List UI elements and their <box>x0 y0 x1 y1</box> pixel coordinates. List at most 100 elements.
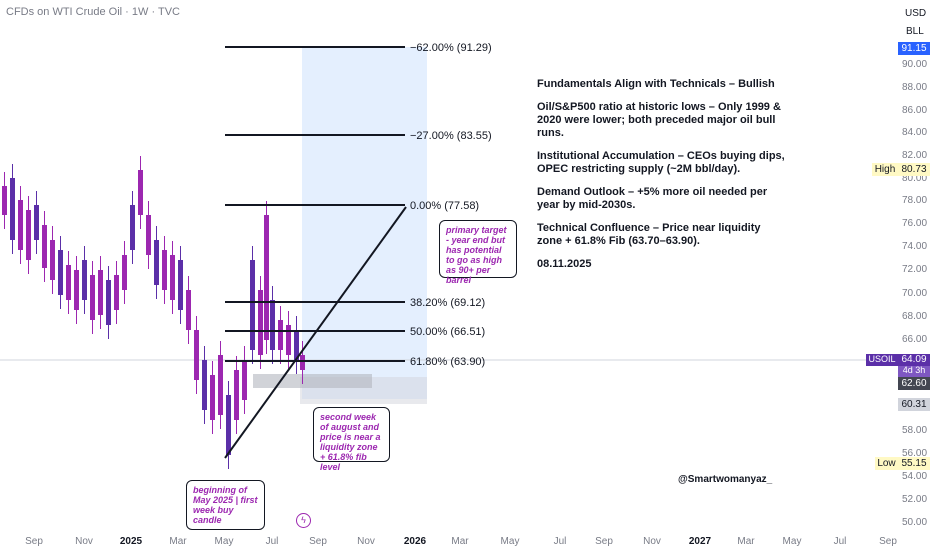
price-axis[interactable]: 90.00 88.00 86.00 84.00 82.00 80.00 78.00 76.00… <box>866 8 930 528</box>
candle-body <box>114 275 119 310</box>
candle-body <box>234 370 239 420</box>
price-tag-6260: 62.60 <box>901 378 926 389</box>
candle-body <box>154 240 159 285</box>
time-tick: Sep <box>595 536 613 547</box>
price-tick: 50.00 <box>902 517 927 528</box>
high-label: High <box>875 164 896 175</box>
symbol-price-bg <box>898 354 930 366</box>
candle-body <box>278 320 283 350</box>
fib-label: −62.00% (91.29) <box>410 42 492 54</box>
low-value: 55.15 <box>901 458 926 469</box>
fib-label: 61.80% (63.90) <box>410 356 485 368</box>
notes-ratio: Oil/S&P500 ratio at historic lows – Only… <box>537 101 781 139</box>
time-tick: 2027 <box>689 536 712 547</box>
liquidity-zone <box>253 374 372 388</box>
price-tick: 70.00 <box>902 288 927 299</box>
time-tick: Jul <box>266 536 279 547</box>
candle-body <box>258 290 263 355</box>
candle-body <box>42 225 47 268</box>
price-tick: 84.00 <box>902 127 927 138</box>
price-tick: 54.00 <box>902 471 927 482</box>
author-signature: @Smartwomanyaz_ <box>678 474 773 485</box>
symbol-tag-bg <box>866 354 898 366</box>
candle-body <box>98 270 103 315</box>
time-tick: Sep <box>25 536 43 547</box>
analysis-notes: Fundamentals Align with Technicals – Bul… <box>537 78 787 281</box>
time-tick: Jul <box>834 536 847 547</box>
notes-technical: Technical Confluence – Price near liquid… <box>537 222 761 247</box>
candle-body <box>270 300 275 350</box>
flame-icon[interactable]: ϟ <box>296 513 311 528</box>
symbol-tag: USOIL <box>868 354 895 364</box>
price-tick: 86.00 <box>902 105 927 116</box>
price-tick: 56.00 <box>902 448 927 459</box>
time-tick: Jul <box>554 536 567 547</box>
price-tag-top: 91.15 <box>901 43 926 54</box>
time-tick: May <box>501 536 520 547</box>
price-tick: 72.00 <box>902 264 927 275</box>
time-tick: Nov <box>643 536 661 547</box>
candle-body <box>50 240 55 280</box>
candle-body <box>264 215 269 340</box>
candle-body <box>122 255 127 290</box>
time-tick: Sep <box>879 536 897 547</box>
candle-body <box>170 255 175 300</box>
price-tick: 68.00 <box>902 311 927 322</box>
candle-body <box>186 290 191 330</box>
price-tag-6031-bg <box>898 398 930 411</box>
candle-body <box>286 325 291 355</box>
price-tick: 58.00 <box>902 425 927 436</box>
time-tick: May <box>783 536 802 547</box>
low-label-bg <box>875 457 898 470</box>
price-tick: 80.00 <box>902 173 927 184</box>
time-tick: Mar <box>169 536 187 547</box>
time-tick: Nov <box>357 536 375 547</box>
candle-body <box>146 215 151 255</box>
candle-body <box>194 330 199 380</box>
candles-group <box>2 156 305 469</box>
candle-body <box>58 250 63 295</box>
currency-label: USD <box>905 8 926 19</box>
candle-body <box>82 260 87 300</box>
high-value: 80.73 <box>901 164 926 175</box>
candle-body <box>130 205 135 250</box>
price-tick: 76.00 <box>902 218 927 229</box>
candle-body <box>294 330 299 360</box>
candle-body <box>210 375 215 420</box>
time-axis: Sep Nov 2025 Mar May Jul Sep Nov 2026 Mar May Jul Se… <box>25 536 897 547</box>
candle-body <box>218 355 223 415</box>
candle-body <box>66 265 71 300</box>
candle-body <box>242 360 247 400</box>
candle-body <box>250 260 255 350</box>
fib-label: −27.00% (83.55) <box>410 130 492 142</box>
callout-august[interactable]: second week of august and price is near … <box>313 407 390 472</box>
time-tick: Sep <box>309 536 327 547</box>
notes-institutional: Institutional Accumulation – CEOs buying… <box>537 150 785 175</box>
price-tick: 74.00 <box>902 241 927 252</box>
time-tick: 2026 <box>404 536 427 547</box>
price-tick: 78.00 <box>902 195 927 206</box>
time-tick: May <box>215 536 234 547</box>
notes-date: 08.11.2025 <box>537 258 592 270</box>
candle-body <box>138 170 143 215</box>
callout-may[interactable]: beginning of May 2025 | first week buy c… <box>186 480 265 530</box>
time-tick: 2025 <box>120 536 143 547</box>
price-tag-top-bg <box>898 42 930 55</box>
candle-body <box>18 200 23 250</box>
price-tag-6260-bg <box>898 377 930 390</box>
trend-line[interactable] <box>224 206 407 459</box>
notes-title: Fundamentals Align with Technicals – Bul… <box>537 78 775 90</box>
fib-label: 50.00% (66.51) <box>410 326 485 338</box>
callout-target[interactable]: primary target - year end but has potent… <box>439 220 517 285</box>
time-tick: Mar <box>737 536 755 547</box>
symbol-header: CFDs on WTI Crude Oil · 1W · TVC <box>6 6 180 18</box>
high-label-bg <box>872 163 898 176</box>
fib-label: 0.00% (77.58) <box>410 200 479 212</box>
candle-body <box>106 280 111 325</box>
unit-label: BLL <box>906 26 924 37</box>
notes-demand: Demand Outlook – +5% more oil needed per… <box>537 186 768 211</box>
candle-body <box>202 360 207 410</box>
candle-body <box>26 210 31 260</box>
candle-body <box>300 355 305 370</box>
